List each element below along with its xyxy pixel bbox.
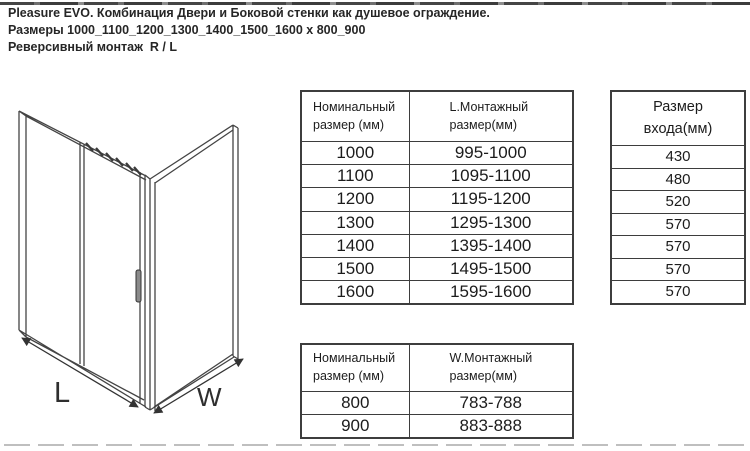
l-mounting-size-header: L.Монтажный размер(мм) bbox=[408, 90, 574, 142]
sizes-line: Размеры 1000_1100_1200_1300_1400_1500_16… bbox=[8, 23, 366, 37]
nominal-size-cell: 800 bbox=[300, 390, 410, 416]
table-row: 1000 995-1000 bbox=[300, 140, 574, 166]
mounting-size-cell: 1295-1300 bbox=[408, 210, 574, 235]
table-row: 570 bbox=[610, 235, 746, 259]
entry-size-cell: 480 bbox=[610, 167, 746, 191]
entry-size-cell: 570 bbox=[610, 257, 746, 281]
nominal-size-cell: 1300 bbox=[300, 210, 410, 235]
mounting-line: Реверсивный монтаж R / L bbox=[8, 40, 178, 54]
entry-size-cell: 430 bbox=[610, 145, 746, 169]
mounting-size-cell: 995-1000 bbox=[408, 140, 574, 166]
entry-size-cell: 570 bbox=[610, 280, 746, 304]
mounting-size-cell: 1595-1600 bbox=[408, 280, 574, 305]
shower-enclosure-diagram bbox=[18, 110, 244, 414]
w-mounting-size-header: W.Монтажный размер(мм) bbox=[408, 343, 574, 392]
mounting-size-cell: 1495-1500 bbox=[408, 256, 574, 282]
w-mounting-table: Номинальный размер (мм) W.Монтажный разм… bbox=[300, 343, 574, 440]
side-panel bbox=[144, 124, 239, 411]
w-dimension-arrow bbox=[153, 358, 244, 414]
top-rail-hatching bbox=[85, 142, 142, 176]
entry-table-header-row: Размер входа(мм) bbox=[610, 90, 746, 146]
nominal-size-cell: 1400 bbox=[300, 233, 410, 258]
table-row: 570 bbox=[610, 257, 746, 281]
mounting-size-cell: 883-888 bbox=[408, 414, 574, 439]
table-row: 800 783-788 bbox=[300, 390, 574, 416]
nominal-size-cell: 900 bbox=[300, 414, 410, 439]
mounting-size-cell: 783-788 bbox=[408, 390, 574, 416]
l-table-header-row: Номинальный размер (мм) L.Монтажный разм… bbox=[300, 90, 574, 142]
w-table-header-row: Номинальный размер (мм) W.Монтажный разм… bbox=[300, 343, 574, 392]
table-row: 520 bbox=[610, 190, 746, 214]
product-title: Pleasure EVO. Комбинация Двери и Боковой… bbox=[8, 6, 490, 20]
entry-size-cell: 570 bbox=[610, 235, 746, 259]
table-row: 480 bbox=[610, 167, 746, 191]
nominal-size-cell: 1500 bbox=[300, 256, 410, 282]
l-dimension-arrow bbox=[21, 337, 139, 408]
front-door-panel bbox=[18, 110, 147, 408]
nominal-size-cell: 1100 bbox=[300, 164, 410, 189]
l-mounting-table: Номинальный размер (мм) L.Монтажный разм… bbox=[300, 90, 574, 306]
title-block: Pleasure EVO. Комбинация Двери и Боковой… bbox=[8, 5, 490, 56]
table-row: 430 bbox=[610, 145, 746, 169]
nominal-size-header: Номинальный размер (мм) bbox=[300, 343, 410, 392]
table-row: 900 883-888 bbox=[300, 414, 574, 439]
table-row: 1400 1395-1400 bbox=[300, 233, 574, 258]
table-row: 1300 1295-1300 bbox=[300, 210, 574, 235]
nominal-size-cell: 1200 bbox=[300, 187, 410, 212]
table-row: 1100 1095-1100 bbox=[300, 164, 574, 189]
scan-artifact-top-line bbox=[0, 2, 750, 5]
entry-size-table: Размер входа(мм) 430 480 520 570 570 570… bbox=[610, 90, 746, 305]
table-row: 1200 1195-1200 bbox=[300, 187, 574, 212]
l-dimension-label: L bbox=[54, 377, 71, 409]
nominal-size-header: Номинальный размер (мм) bbox=[300, 90, 410, 142]
mounting-size-cell: 1195-1200 bbox=[408, 187, 574, 212]
entry-size-cell: 520 bbox=[610, 190, 746, 214]
table-row: 570 bbox=[610, 280, 746, 304]
mounting-size-cell: 1095-1100 bbox=[408, 164, 574, 189]
table-row: 1600 1595-1600 bbox=[300, 280, 574, 305]
mounting-size-cell: 1395-1400 bbox=[408, 233, 574, 258]
nominal-size-cell: 1600 bbox=[300, 280, 410, 305]
table-row: 570 bbox=[610, 212, 746, 236]
door-handle bbox=[135, 269, 142, 303]
entry-size-header: Размер входа(мм) bbox=[610, 90, 746, 146]
entry-size-cell: 570 bbox=[610, 212, 746, 236]
w-dimension-label: W bbox=[197, 382, 222, 412]
scan-artifact-bottom-line bbox=[4, 444, 748, 446]
nominal-size-cell: 1000 bbox=[300, 140, 410, 166]
table-row: 1500 1495-1500 bbox=[300, 256, 574, 282]
